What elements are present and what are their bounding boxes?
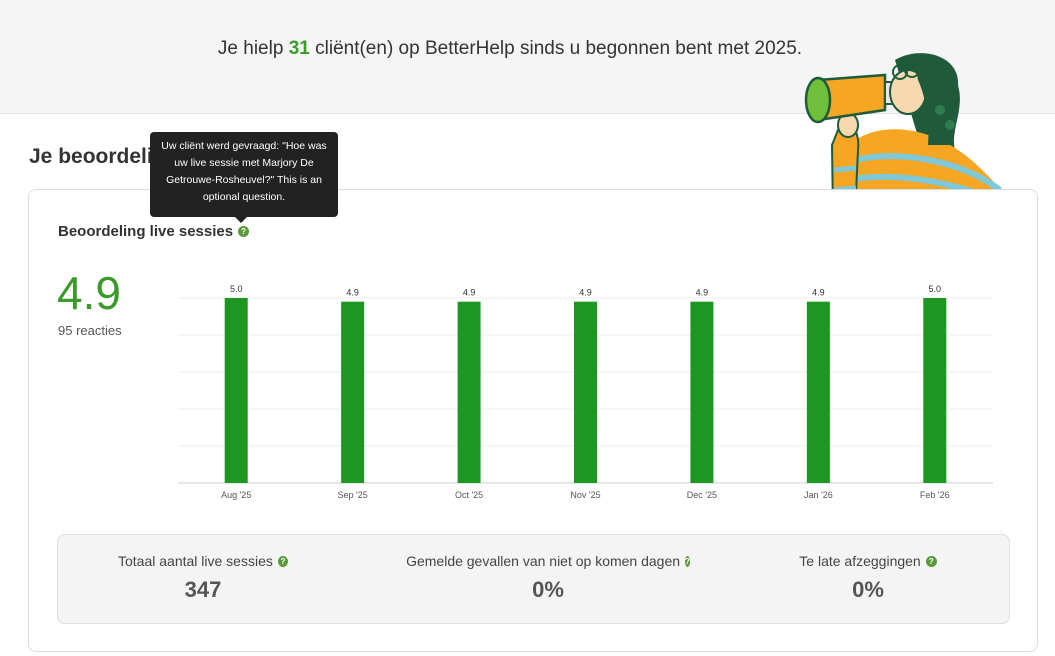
info-tooltip: Uw cliënt werd gevraagd: "Hoe was uw liv…: [150, 132, 338, 217]
stat-value: 347: [184, 577, 222, 602]
stat-total-sessions: Totaal aantal live sessies? 347: [118, 553, 288, 603]
info-icon[interactable]: ?: [238, 226, 250, 237]
banner-suffix: cliënt(en) op BetterHelp sinds u begonne…: [309, 38, 803, 59]
stat-label: Te late afzeggingen: [799, 553, 921, 569]
section-title: Je beoordeli: [29, 145, 153, 168]
banner-prefix: Je hielp: [217, 38, 289, 59]
info-icon[interactable]: ?: [925, 555, 937, 567]
client-count: 31: [288, 38, 310, 59]
chart-title-text: Beoordeling live sessies: [58, 223, 234, 240]
chart-title: Beoordeling live sessies ?: [58, 223, 250, 240]
banner: Je hielp 31 cliënt(en) op BetterHelp sin…: [0, 0, 1055, 114]
info-icon[interactable]: ?: [277, 555, 288, 567]
response-count: 95 reacties: [58, 323, 122, 338]
average-rating: 4.9: [57, 267, 121, 319]
stat-value: 0%: [852, 577, 884, 602]
banner-text: Je hielp 31 cliënt(en) op BetterHelp sin…: [0, 38, 1020, 60]
stats-panel: Totaal aantal live sessies? 347 Gemelde …: [57, 534, 1010, 624]
stat-label: Gemelde gevallen van niet op komen dagen: [406, 553, 681, 569]
stat-label: Totaal aantal live sessies: [118, 553, 273, 569]
tooltip-arrow: [235, 217, 247, 223]
stat-no-shows: Gemelde gevallen van niet op komen dagen…: [406, 553, 690, 603]
stat-value: 0%: [532, 577, 564, 602]
stat-late-cancellations: Te late afzeggingen? 0%: [798, 553, 938, 603]
info-icon[interactable]: ?: [685, 555, 690, 567]
